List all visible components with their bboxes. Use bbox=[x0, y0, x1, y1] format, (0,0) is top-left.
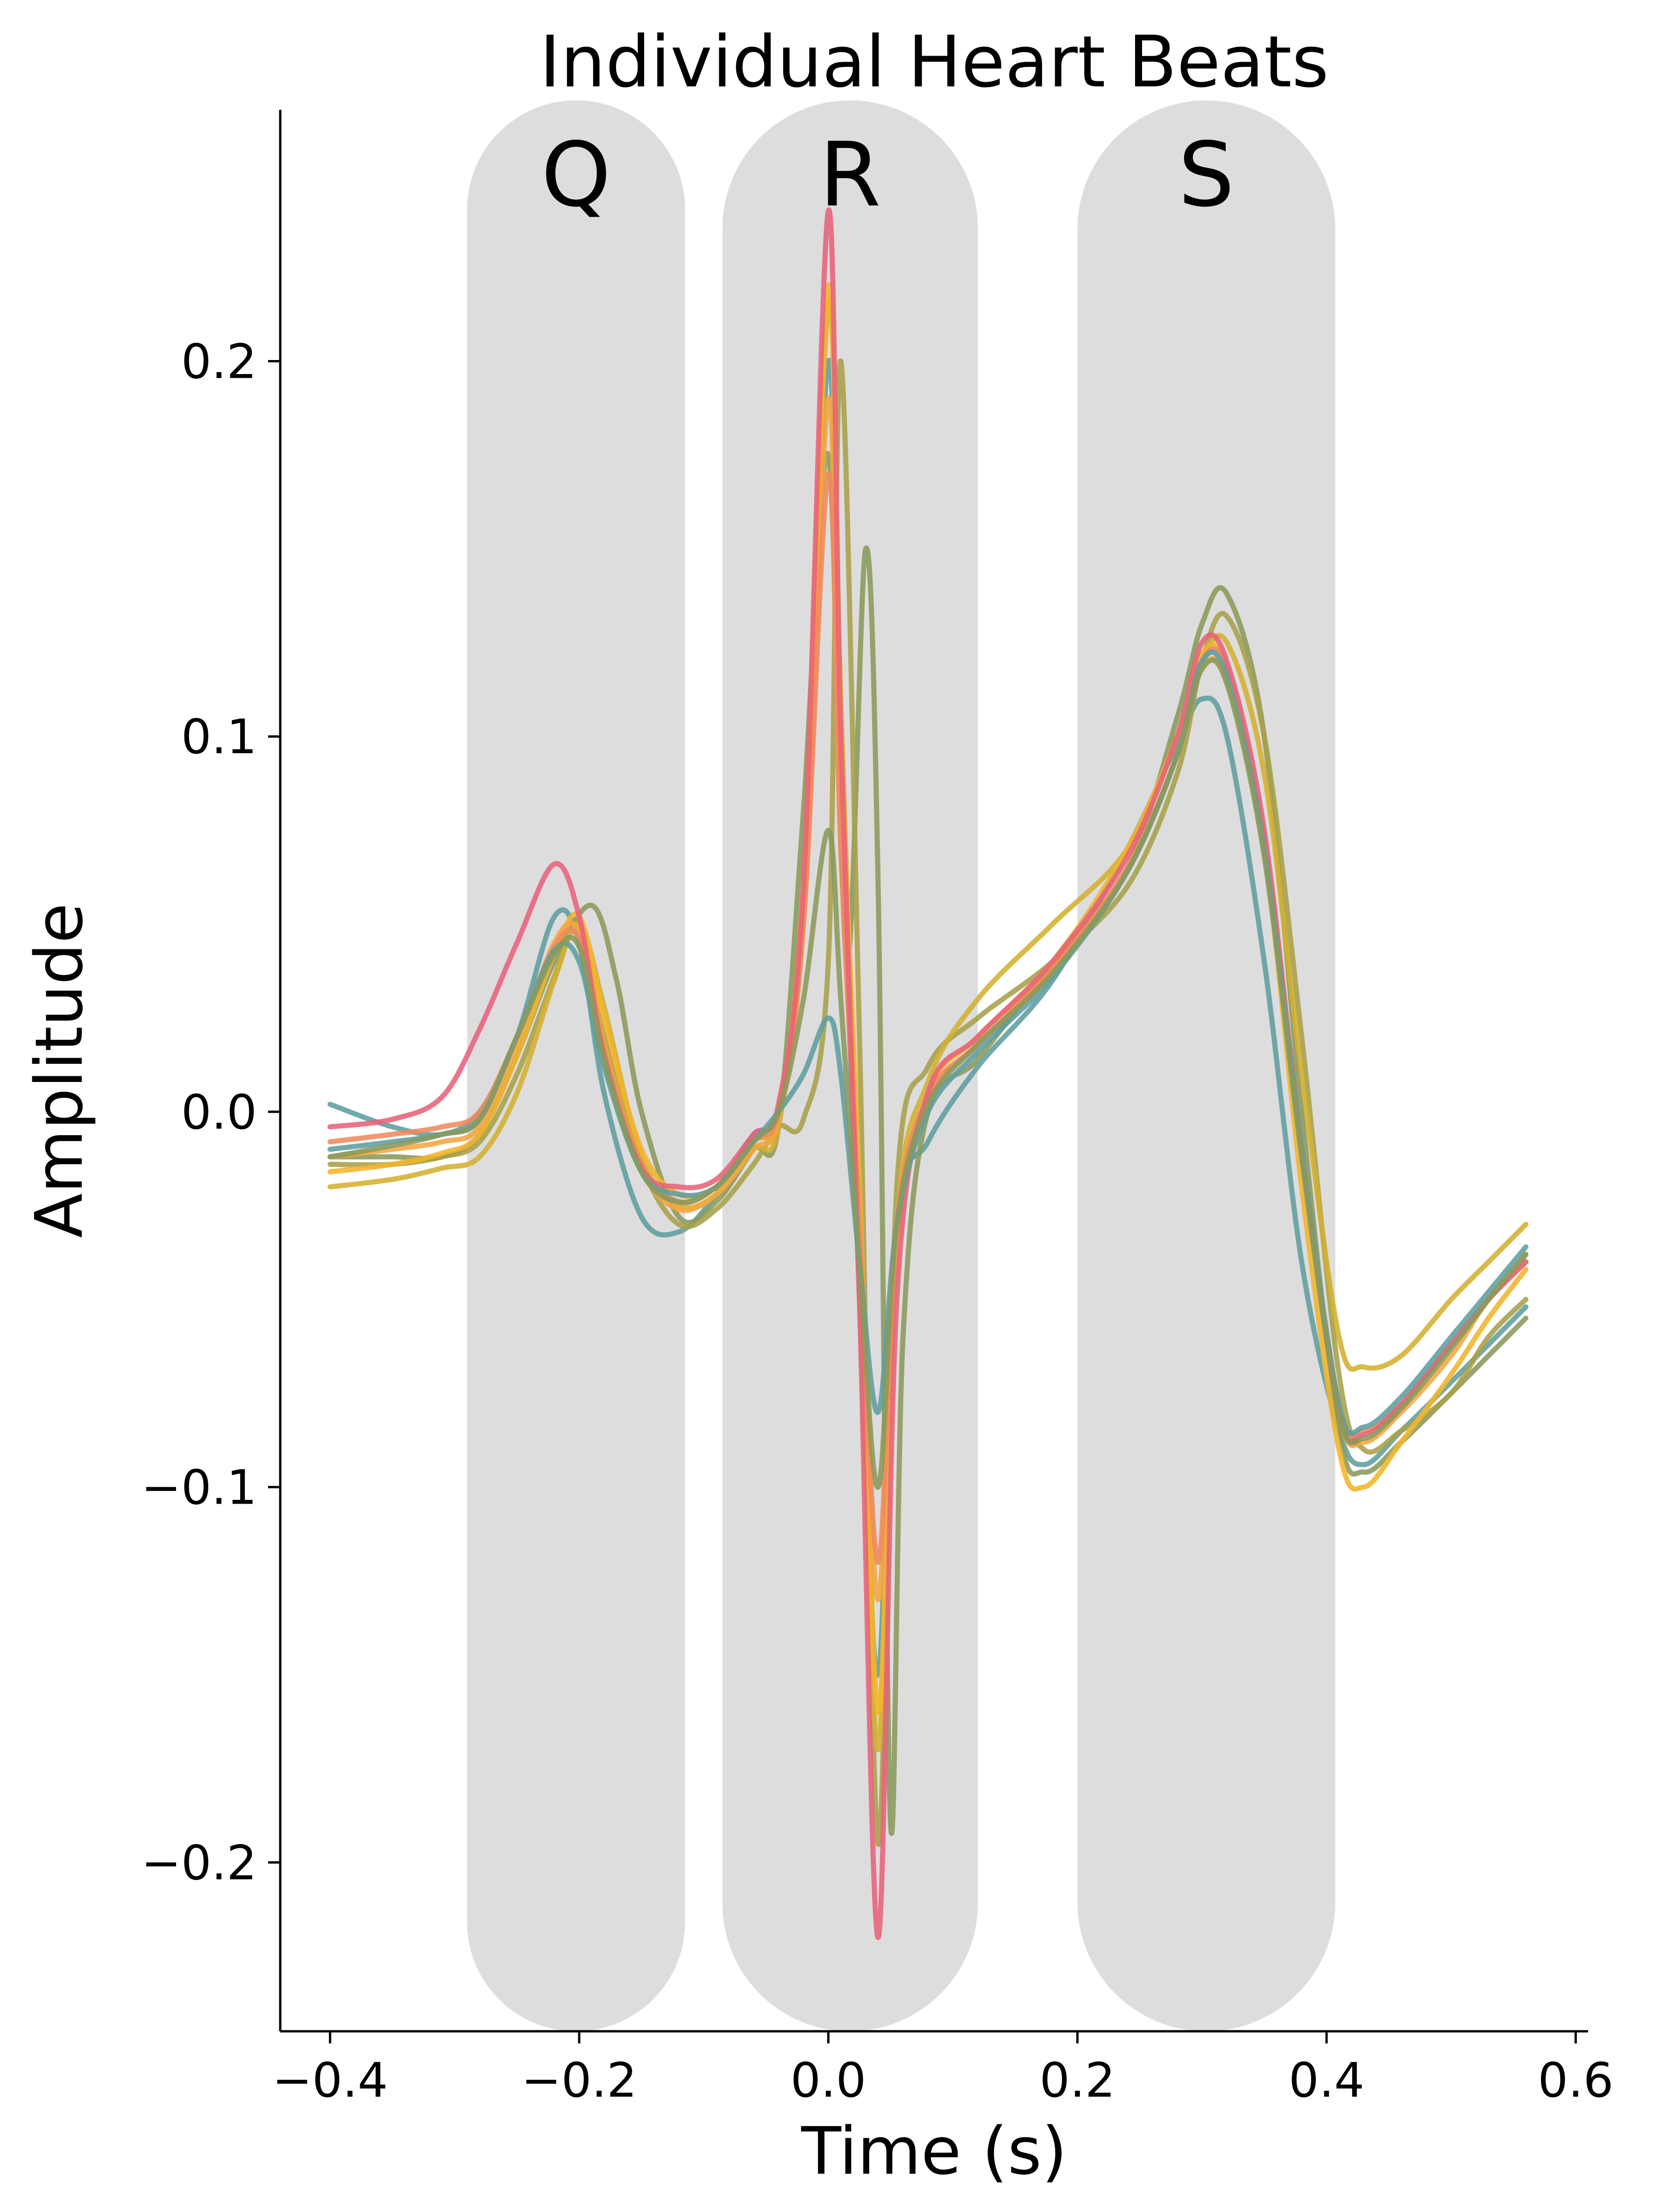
band-label-q: Q bbox=[541, 123, 611, 226]
y-tick-label: −0.2 bbox=[141, 1835, 257, 1891]
x-axis-label: Time (s) bbox=[801, 2113, 1067, 2190]
x-tick-label: −0.2 bbox=[521, 2053, 637, 2108]
y-axis-label: Amplitude bbox=[21, 903, 98, 1238]
x-tick-label: −0.4 bbox=[272, 2053, 388, 2108]
beat-line-10 bbox=[327, 657, 1529, 1490]
chart-title: Individual Heart Beats bbox=[540, 21, 1329, 103]
band-label-s: S bbox=[1178, 123, 1235, 226]
x-tick-label: 0.0 bbox=[790, 2053, 866, 2108]
beat-series-group bbox=[327, 207, 1529, 1940]
band-s bbox=[1077, 100, 1335, 2031]
x-tick-label: 0.2 bbox=[1040, 2053, 1115, 2108]
x-ticks: −0.4 −0.2 0.0 0.2 0.4 0.6 bbox=[272, 2031, 1613, 2108]
x-tick-label: 0.6 bbox=[1538, 2053, 1613, 2108]
y-ticks: −0.2 −0.1 0.0 0.1 0.2 bbox=[141, 334, 280, 1891]
y-tick-label: −0.1 bbox=[141, 1460, 257, 1516]
y-tick-label: 0.0 bbox=[181, 1085, 257, 1140]
band-q bbox=[467, 100, 685, 2031]
axes bbox=[279, 110, 1588, 2033]
x-tick-label: 0.4 bbox=[1289, 2053, 1364, 2108]
y-tick-label: 0.1 bbox=[181, 709, 257, 765]
y-tick-label: 0.2 bbox=[181, 334, 257, 389]
